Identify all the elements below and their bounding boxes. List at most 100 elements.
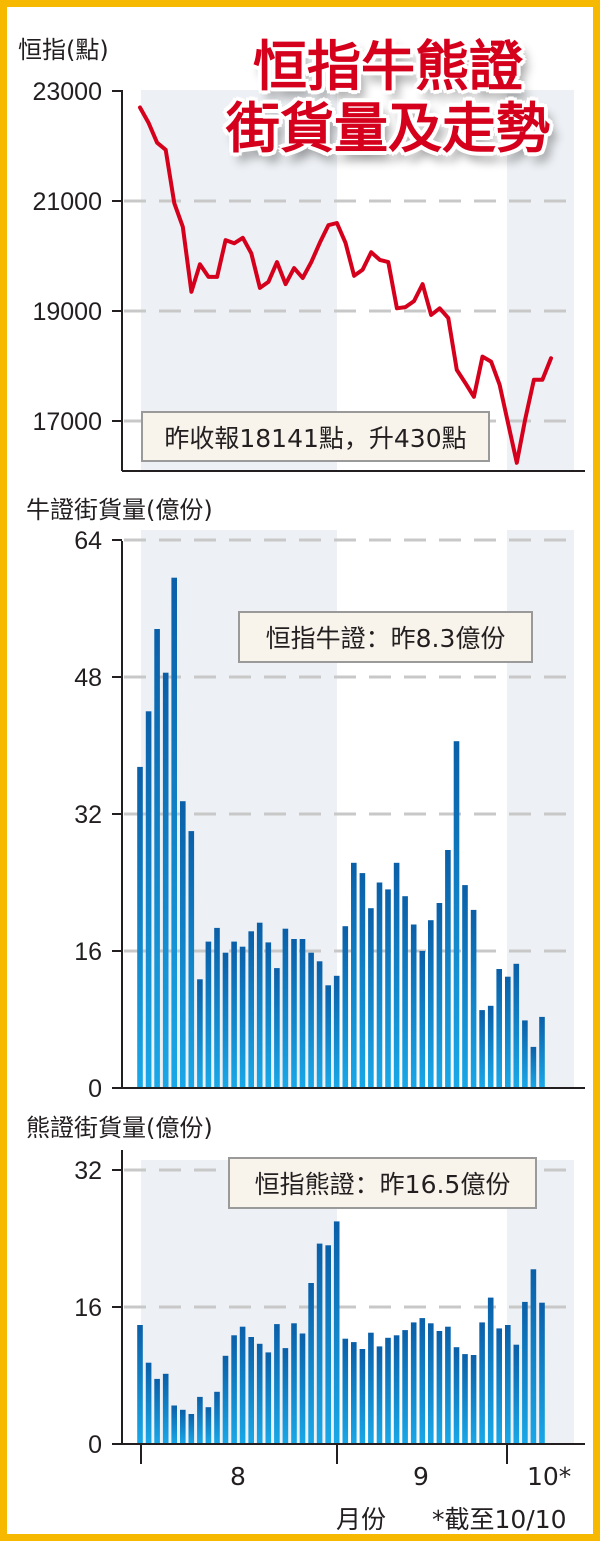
bear-bar	[222, 1355, 229, 1444]
bear-bar	[385, 1337, 391, 1444]
bull-bar	[214, 927, 220, 1088]
bear-bar	[402, 1330, 408, 1444]
bear-bar	[359, 1349, 366, 1444]
bull-bar	[402, 896, 408, 1088]
bull-bar	[342, 926, 349, 1088]
bull-bar	[453, 741, 460, 1088]
bear-bar	[154, 1378, 160, 1444]
hsi-tick-label: 19000	[32, 298, 102, 326]
bear-bar	[239, 1326, 246, 1444]
hsi-tick-label: 23000	[32, 78, 102, 106]
bull-bar	[470, 909, 477, 1088]
hsi-tick-label: 21000	[32, 188, 102, 216]
bear-bar	[376, 1346, 383, 1444]
bull-bar	[308, 952, 314, 1088]
bear-bar	[137, 1325, 143, 1444]
bear-bar	[530, 1269, 537, 1444]
x-month-9: 9	[413, 1462, 429, 1491]
bear-bar	[171, 1405, 177, 1444]
bear-bar	[248, 1337, 254, 1444]
bear-bar	[539, 1302, 545, 1444]
bear-bar	[487, 1297, 494, 1444]
bear-bar	[162, 1373, 169, 1444]
bull-bar	[522, 1020, 528, 1088]
bull-bar	[436, 903, 443, 1088]
bear-bar	[316, 1243, 323, 1444]
bull-bar	[445, 850, 451, 1088]
chart-title: 恒指牛熊證 街貨量及走勢	[196, 36, 580, 160]
bull-bar	[530, 1046, 537, 1088]
hsi-line-chart	[138, 105, 553, 465]
bear-bar	[205, 1407, 212, 1444]
bull-bar	[351, 862, 357, 1088]
bull-bar	[393, 862, 400, 1088]
bear-bar	[393, 1335, 400, 1444]
bull-bar	[419, 951, 426, 1088]
bull-bar	[428, 920, 434, 1088]
bear-bar	[291, 1323, 297, 1444]
shade-october	[507, 90, 574, 471]
bear-bar	[368, 1332, 374, 1444]
hsi-line	[138, 105, 553, 465]
x-month-8: 8	[230, 1462, 246, 1491]
bear-bar	[470, 1355, 477, 1444]
bear-bar	[445, 1326, 451, 1444]
bear-bar	[513, 1344, 520, 1444]
bear-bar	[265, 1352, 272, 1444]
bull-bar	[316, 961, 323, 1088]
x-axis-label: 月份	[336, 1505, 387, 1534]
hsi-note: 昨收報18141點，升430點	[141, 411, 490, 462]
chart-title-line1: 恒指牛熊證	[253, 35, 523, 98]
bull-bar	[513, 963, 520, 1088]
bear-note: 恒指熊證：昨16.5億份	[228, 1157, 537, 1209]
chart-title-line2: 街貨量及走勢	[226, 97, 550, 160]
bull-bar	[188, 831, 195, 1088]
bear-tick-label: 16	[74, 1294, 102, 1322]
bull-bar	[265, 942, 272, 1088]
bull-bar	[180, 801, 186, 1088]
bear-bar	[505, 1325, 511, 1444]
shade-august	[141, 90, 337, 471]
bull-bar	[162, 672, 169, 1088]
bull-tick-label: 16	[74, 938, 102, 966]
bear-bar	[462, 1354, 468, 1444]
bear-bar	[496, 1328, 502, 1444]
bear-bar	[145, 1362, 152, 1444]
bull-bar	[248, 931, 254, 1088]
bull-bar	[385, 889, 391, 1089]
bear-bar	[333, 1221, 340, 1444]
bull-bar	[291, 939, 297, 1088]
bull-tick-label: 32	[74, 801, 102, 829]
bear-bar	[188, 1414, 195, 1444]
bear-bar	[180, 1409, 186, 1445]
hsi-axis-label: 恒指(點)	[18, 36, 109, 64]
bear-bar-chart	[137, 1221, 545, 1445]
bear-bar	[231, 1335, 237, 1444]
bull-bar	[197, 979, 203, 1088]
bull-tick-label: 48	[74, 664, 102, 692]
bull-bar	[333, 975, 340, 1088]
bear-bar	[325, 1245, 331, 1444]
bear-bar	[342, 1338, 349, 1444]
bull-tick-label: 0	[88, 1075, 102, 1103]
bear-bar	[308, 1283, 314, 1444]
bear-bar	[197, 1396, 203, 1444]
bull-bar	[299, 939, 306, 1088]
bear-bar	[479, 1322, 485, 1444]
bull-bar	[496, 969, 502, 1088]
bull-bar	[145, 711, 152, 1089]
bull-bar	[222, 952, 229, 1088]
bull-bar	[171, 577, 177, 1088]
bull-bar	[282, 928, 289, 1088]
bull-bar	[505, 976, 511, 1088]
axes: 23000 21000 19000 17000 64 48 32 16 0 32 16 0	[32, 78, 585, 1464]
bull-note: 恒指牛證：昨8.3億份	[238, 611, 533, 663]
footnote: *截至10/10	[432, 1505, 567, 1534]
month-shading	[141, 90, 574, 1444]
bear-bar	[214, 1391, 220, 1444]
bear-tick-label: 0	[88, 1431, 102, 1459]
bear-bar	[522, 1301, 528, 1444]
bear-bar	[453, 1347, 460, 1444]
bull-bar	[479, 1010, 485, 1088]
